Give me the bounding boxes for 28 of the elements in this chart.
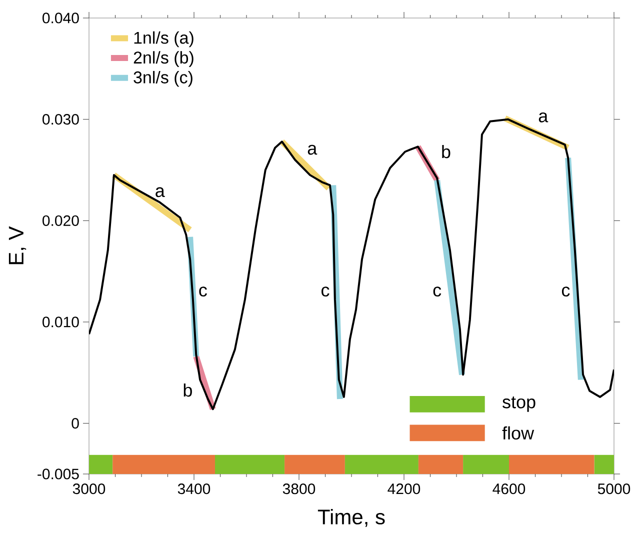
y-tick-label: 0.020 xyxy=(42,215,79,226)
x-tick-label: 5000 xyxy=(598,484,630,494)
y-axis-title: E, V xyxy=(8,226,26,264)
annotation: b xyxy=(442,144,450,158)
legend-label: stop xyxy=(502,396,536,412)
legend-label: flow xyxy=(502,426,534,440)
y-tick-label: 0.040 xyxy=(42,12,79,24)
annotation: c xyxy=(199,286,207,297)
y-tick-label: 0.030 xyxy=(42,114,79,125)
x-tick-label: 3000 xyxy=(72,484,106,494)
legend-label: 1nl/s (a) xyxy=(134,31,194,48)
y-tick-label: 0 xyxy=(72,418,79,429)
annotation: a xyxy=(538,112,548,122)
annotation: a xyxy=(156,187,165,198)
annotation: c xyxy=(322,286,330,297)
x-axis-title: Time, s xyxy=(318,509,385,527)
y-tick-label: 0.010 xyxy=(42,316,79,328)
annotation: c xyxy=(562,286,570,297)
x-tick-label: 3800 xyxy=(282,484,316,494)
y-tick-label: -0.005 xyxy=(38,468,79,480)
x-tick-label: 3400 xyxy=(178,484,210,494)
annotation: b xyxy=(184,383,192,397)
x-tick-label: 4600 xyxy=(492,484,526,494)
annotation: a xyxy=(308,144,318,155)
x-tick-label: 4200 xyxy=(388,484,420,494)
legend-label: 3nl/s (c) xyxy=(134,70,192,87)
legend-label: 2nl/s (b) xyxy=(134,51,194,67)
annotation: c xyxy=(433,286,442,297)
